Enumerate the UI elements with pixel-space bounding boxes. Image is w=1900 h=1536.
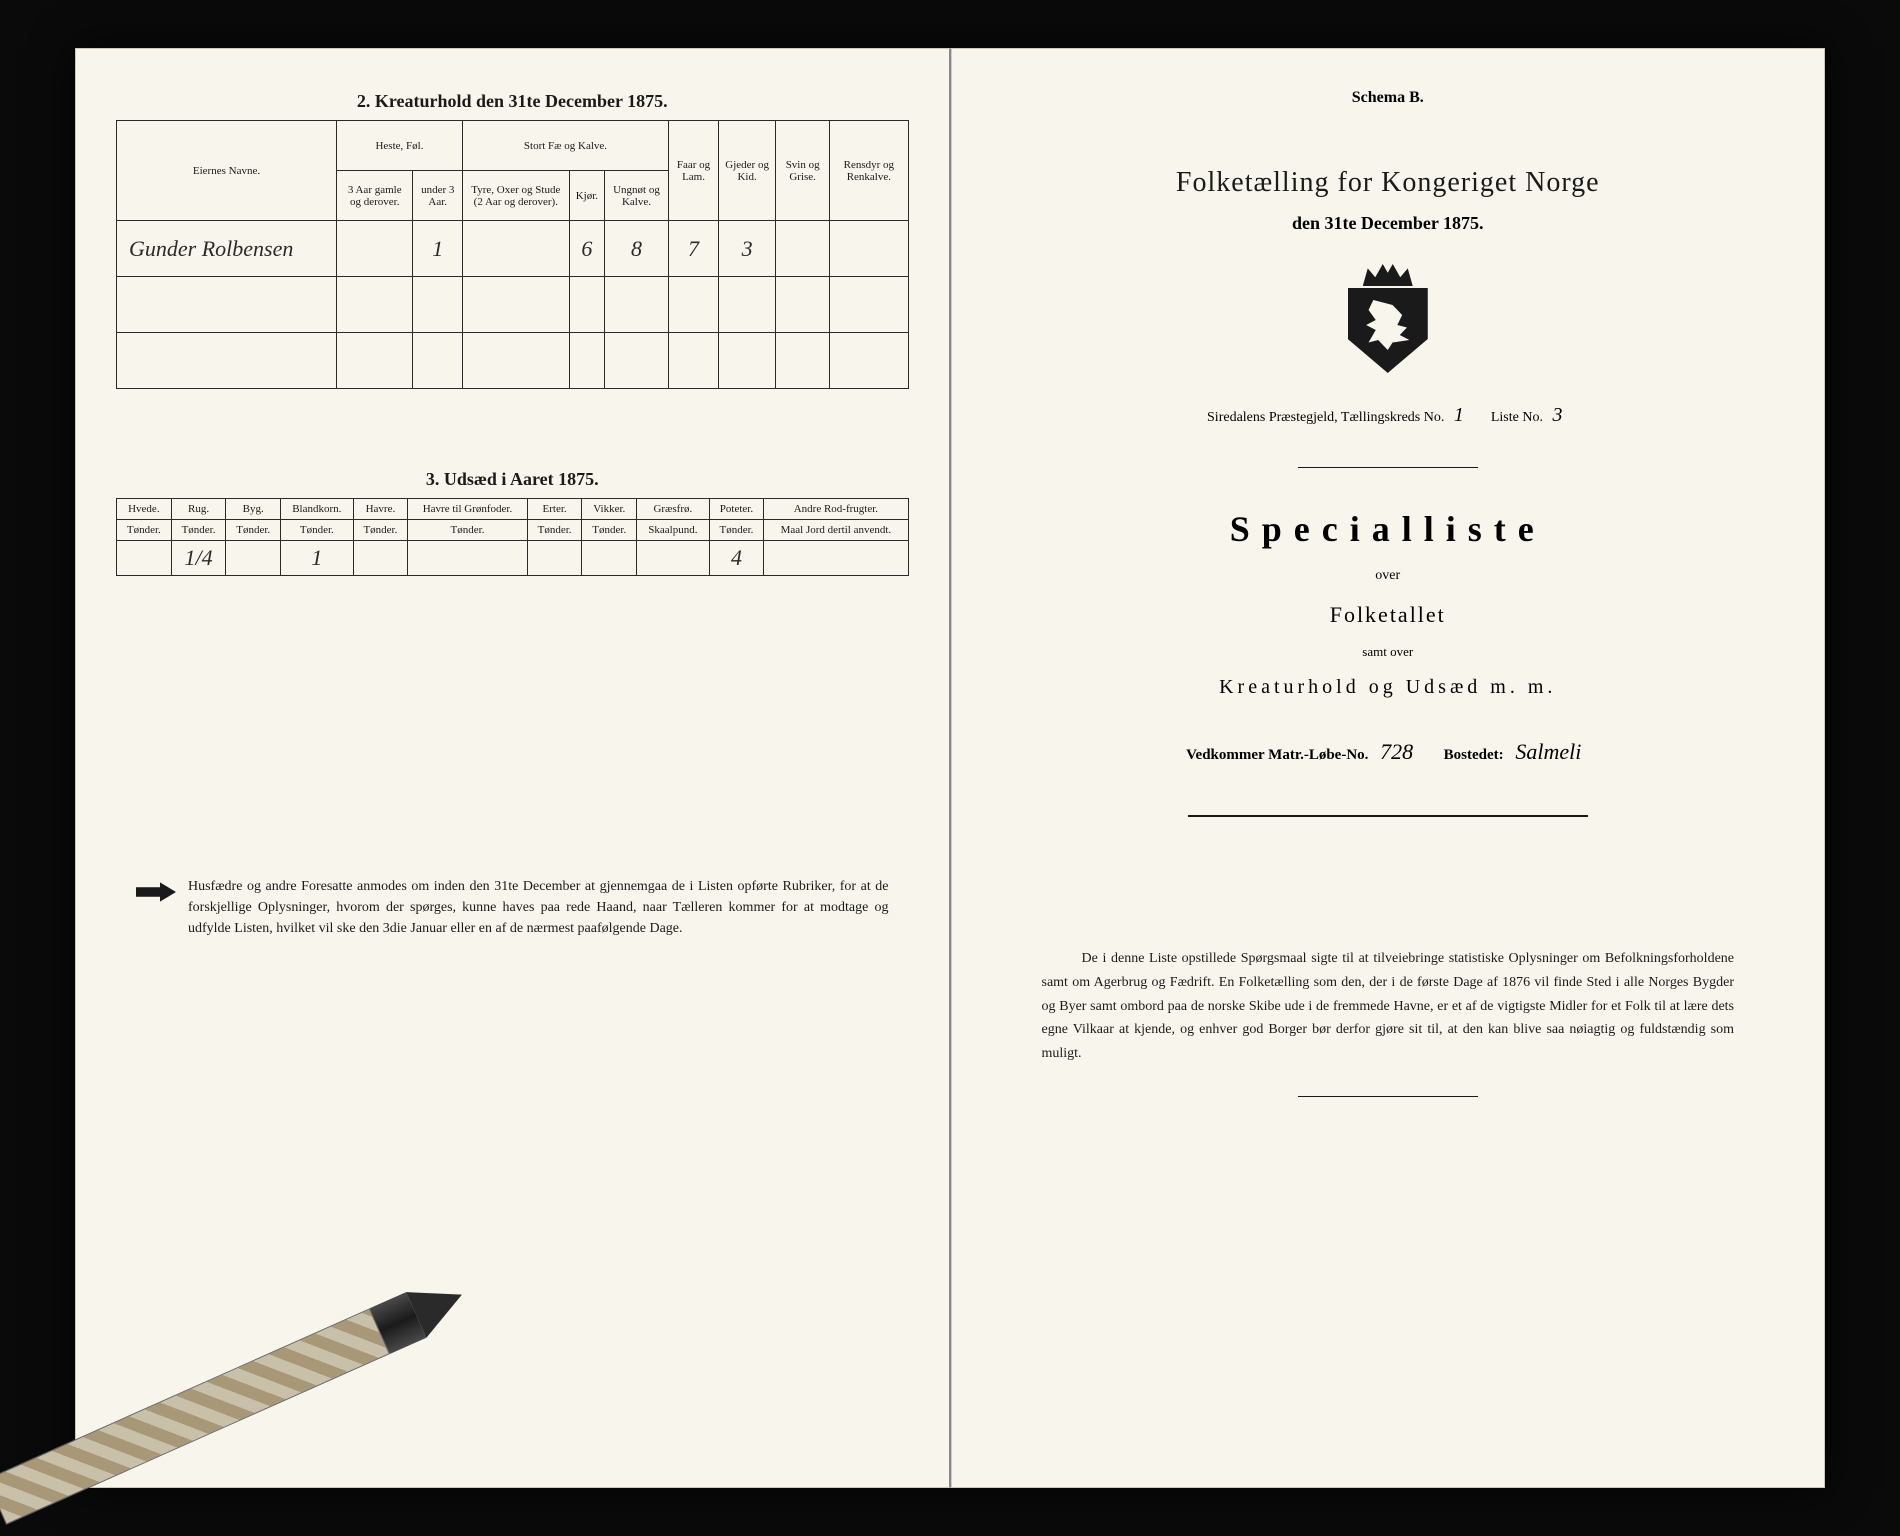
cell	[408, 541, 527, 576]
th-sub: Tønder.	[226, 520, 281, 541]
samt-over-label: samt over	[992, 644, 1785, 660]
th-faar: Faar og Lam.	[668, 121, 718, 221]
th-sub: Tønder.	[527, 520, 582, 541]
crown-icon	[1363, 264, 1413, 286]
cell: 7	[668, 221, 718, 277]
pencil-body	[0, 1308, 390, 1525]
th-sub: Tønder.	[171, 520, 226, 541]
cell: 1	[281, 541, 354, 576]
cell	[226, 541, 281, 576]
main-title: Folketælling for Kongeriget Norge	[992, 167, 1785, 199]
th-stort-c: Ungnøt og Kalve.	[605, 171, 669, 221]
cell	[462, 221, 569, 277]
right-page: Schema B. Folketælling for Kongeriget No…	[951, 48, 1826, 1488]
th: Græsfrø.	[637, 499, 710, 520]
kreaturhold-label: Kreaturhold og Udsæd m. m.	[992, 676, 1785, 699]
th-sub: Maal Jord dertil anvendt.	[764, 520, 908, 541]
th-sub: Tønder.	[117, 520, 172, 541]
cell: 1/4	[171, 541, 226, 576]
over-label: over	[992, 568, 1785, 584]
cell: 6	[569, 221, 604, 277]
cell: 8	[605, 221, 669, 277]
cell: 3	[719, 221, 776, 277]
pointing-hand-icon	[136, 880, 176, 904]
special-title: Specialliste	[992, 508, 1785, 550]
th-sub: Tønder.	[353, 520, 408, 541]
th: Blandkorn.	[281, 499, 354, 520]
cell: 1	[413, 221, 463, 277]
th: Havre til Grønfoder.	[408, 499, 527, 520]
th-sub: Skaalpund.	[637, 520, 710, 541]
parish-line: Siredalens Præstegjeld, Tællingskreds No…	[992, 404, 1785, 427]
th-sub: Tønder.	[709, 520, 764, 541]
table-row	[117, 277, 909, 333]
cell	[337, 221, 413, 277]
th: Byg.	[226, 499, 281, 520]
bottom-paragraph: De i denne Liste opstillede Spørgsmaal s…	[992, 947, 1785, 1066]
sowing-table: Hvede. Rug. Byg. Blandkorn. Havre. Havre…	[116, 498, 909, 576]
lion-icon	[1364, 300, 1412, 350]
cell: 4	[709, 541, 764, 576]
left-page: 2. Kreaturhold den 31te December 1875. E…	[75, 48, 951, 1488]
section3-title: 3. Udsæd i Aaret 1875.	[116, 469, 909, 490]
schema-label: Schema B.	[992, 89, 1785, 107]
th-sub: Tønder.	[408, 520, 527, 541]
th-stort-a: Tyre, Oxer og Stude (2 Aar og derover).	[462, 171, 569, 221]
bostedet-value: Salmeli	[1507, 739, 1589, 764]
th-gjeder: Gjeder og Kid.	[719, 121, 776, 221]
th: Havre.	[353, 499, 408, 520]
th-name: Eiernes Navne.	[117, 121, 337, 221]
cell	[764, 541, 908, 576]
th-svin: Svin og Grise.	[776, 121, 830, 221]
th-sub: Tønder.	[582, 520, 637, 541]
shield-icon	[1348, 288, 1428, 373]
cell	[830, 221, 908, 277]
th: Rug.	[171, 499, 226, 520]
th: Poteter.	[709, 499, 764, 520]
divider-long	[1188, 815, 1588, 817]
cell	[117, 541, 172, 576]
notice-block: Husfædre og andre Foresatte anmodes om i…	[116, 876, 909, 939]
th-rensdyr: Rensdyr og Renkalve.	[830, 121, 908, 221]
matr-line: Vedkommer Matr.-Løbe-No. 728 Bostedet: S…	[992, 739, 1785, 765]
cell	[637, 541, 710, 576]
bostedet-label: Bostedet:	[1444, 747, 1504, 763]
liste-no: 3	[1546, 404, 1568, 426]
th-sub: Tønder.	[281, 520, 354, 541]
table-row: 1/4 1 4	[117, 541, 909, 576]
th-heste-b: under 3 Aar.	[413, 171, 463, 221]
divider-bottom	[1298, 1096, 1478, 1097]
pencil-overlay	[0, 1268, 481, 1525]
cell	[527, 541, 582, 576]
th: Vikker.	[582, 499, 637, 520]
matr-no: 728	[1372, 739, 1421, 764]
cell	[353, 541, 408, 576]
livestock-table: Eiernes Navne. Heste, Føl. Stort Fæ og K…	[116, 120, 909, 389]
table-row	[117, 333, 909, 389]
coat-of-arms-icon	[1343, 264, 1433, 374]
date-line: den 31te December 1875.	[992, 213, 1785, 234]
th: Hvede.	[117, 499, 172, 520]
divider	[1298, 467, 1478, 468]
section2-title: 2. Kreaturhold den 31te December 1875.	[116, 91, 909, 112]
notice-text: Husfædre og andre Foresatte anmodes om i…	[188, 876, 889, 939]
matr-label: Vedkommer Matr.-Løbe-No.	[1186, 747, 1368, 763]
parish-prefix: Siredalens Præstegjeld, Tællingskreds No…	[1207, 410, 1444, 425]
th: Erter.	[527, 499, 582, 520]
table-row: Gunder Rolbensen 1 6 8 7 3	[117, 221, 909, 277]
cell-name: Gunder Rolbensen	[117, 221, 337, 277]
document-spread: 2. Kreaturhold den 31te December 1875. E…	[75, 48, 1825, 1488]
cell	[776, 221, 830, 277]
liste-label: Liste No.	[1491, 410, 1543, 425]
parish-kreds: 1	[1448, 404, 1470, 426]
th: Andre Rod-frugter.	[764, 499, 908, 520]
th-heste-a: 3 Aar gamle og derover.	[337, 171, 413, 221]
cell	[582, 541, 637, 576]
th-stort-b: Kjør.	[569, 171, 604, 221]
th-stort: Stort Fæ og Kalve.	[462, 121, 668, 171]
folketallet-label: Folketallet	[992, 602, 1785, 628]
th-heste: Heste, Føl.	[337, 121, 463, 171]
